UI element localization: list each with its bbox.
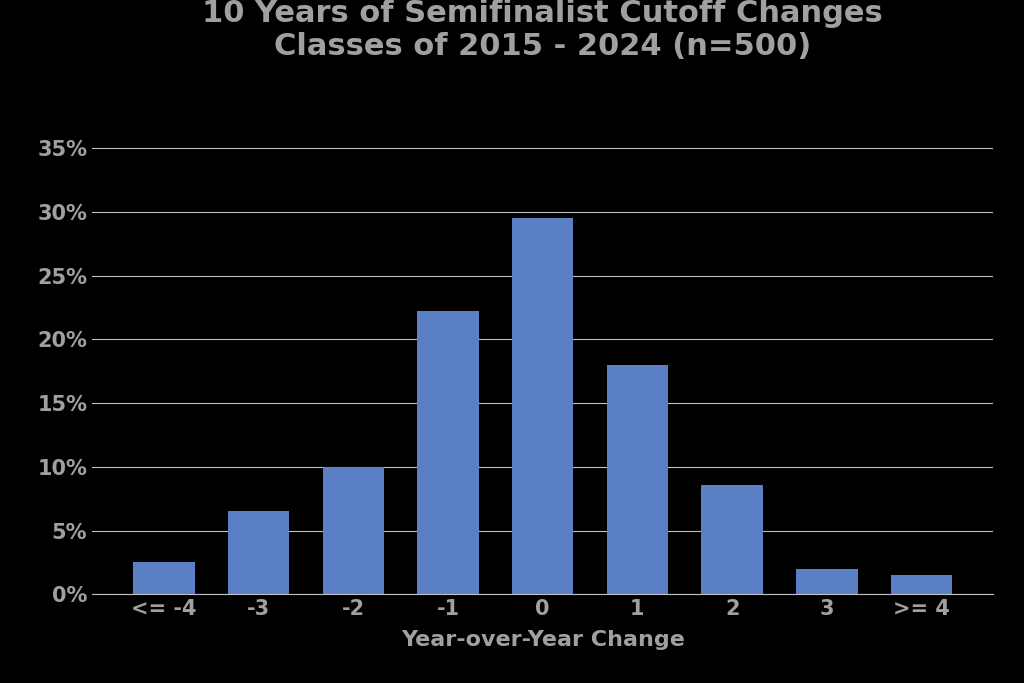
Bar [323, 467, 384, 594]
Bar [512, 219, 573, 594]
Bar [133, 562, 195, 594]
X-axis label: Year-over-Year Change: Year-over-Year Change [400, 630, 685, 650]
Bar [606, 365, 669, 594]
Bar [417, 311, 479, 594]
Bar [796, 569, 858, 594]
Bar [701, 485, 763, 594]
Bar [227, 512, 290, 594]
Bar [891, 575, 952, 594]
Text: 10 Years of Semifinalist Cutoff Changes
Classes of 2015 - 2024 (n=500): 10 Years of Semifinalist Cutoff Changes … [203, 0, 883, 61]
